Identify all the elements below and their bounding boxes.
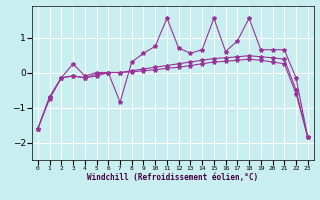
X-axis label: Windchill (Refroidissement éolien,°C): Windchill (Refroidissement éolien,°C) bbox=[87, 173, 258, 182]
